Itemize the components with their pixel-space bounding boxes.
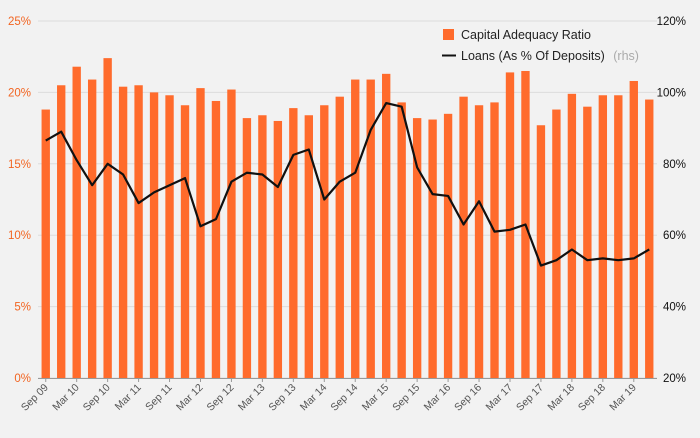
legend-label-loans-note: (rhs) [613,49,639,63]
bar [552,109,561,378]
legend-swatch-bar [443,29,454,40]
bar [490,102,499,379]
bar [428,119,437,378]
bar [505,72,515,378]
bar [41,109,50,378]
legend-label-loans: Loans (As % Of Deposits) (rhs) [461,47,639,64]
loans-line [45,102,650,267]
bar [57,85,66,378]
right-axis-tick-label: 100% [657,87,686,99]
left-axis-tick-label: 0% [14,373,31,385]
bar [382,73,391,378]
left-axis-tick-label: 20% [8,87,31,99]
bar [459,96,468,379]
bar [196,88,205,379]
left-axis: 0% 5% 10% 15% 20% 25% [8,16,31,385]
left-axis-tick-label: 5% [14,302,31,314]
bar [397,102,406,379]
bar [474,105,484,378]
bar [304,115,313,378]
line-series [45,102,650,267]
bar [134,85,143,378]
bar [629,80,638,378]
right-axis-tick-label: 60% [663,230,686,242]
bar [645,99,654,378]
bar [227,89,236,378]
bar [583,106,592,379]
legend-label-capital-adequacy-ratio: Capital Adequacy Ratio [461,28,591,42]
bar [320,105,329,378]
bar [289,108,298,379]
right-axis: 20% 40% 60% 80% 100% 120% [657,16,686,385]
bar [211,100,221,378]
right-axis-tick-label: 40% [663,302,686,314]
bar [180,105,190,378]
bar [118,86,128,378]
bar [351,79,360,379]
bar [598,95,608,378]
left-axis-tick-label: 15% [8,159,31,171]
bar [149,92,159,379]
bar [165,95,174,378]
bar [273,120,283,379]
bar [103,58,112,378]
legend-label-loans-text: Loans (As % Of Deposits) [461,49,605,63]
left-axis-tick-label: 25% [8,16,31,28]
bar [242,118,252,378]
left-axis-tick-label: 10% [8,230,31,242]
legend: Capital Adequacy Ratio Loans (As % Of De… [442,28,639,64]
right-axis-tick-label: 20% [663,373,686,385]
bar [87,79,97,379]
bar-series [41,58,654,379]
bar [567,93,577,378]
bar [412,118,422,378]
bar [366,79,375,379]
bar [258,115,267,378]
right-axis-tick-label: 80% [663,159,686,171]
bar [72,66,81,378]
bar [614,95,623,378]
bar [536,125,546,379]
bar [335,96,344,379]
bar [443,113,453,378]
right-axis-tick-label: 120% [657,16,686,28]
